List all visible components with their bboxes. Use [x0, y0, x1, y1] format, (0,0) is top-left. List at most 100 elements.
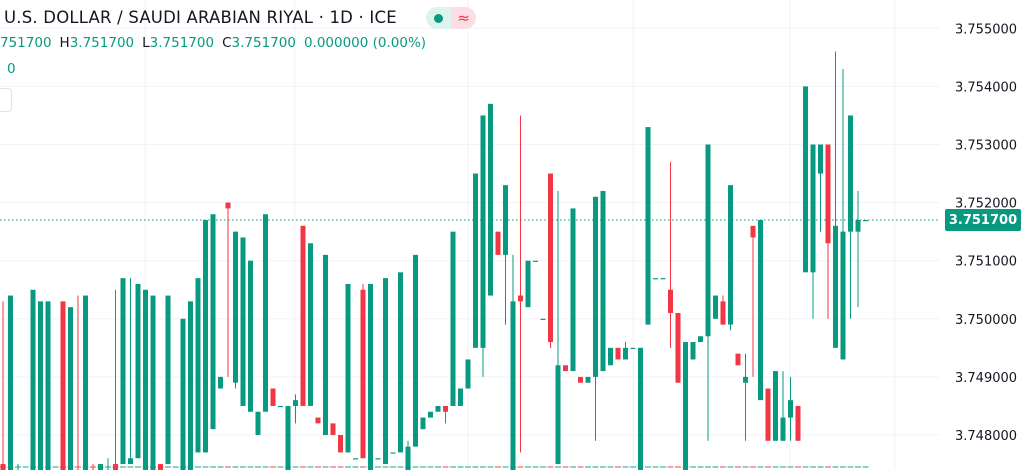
grid — [0, 0, 940, 470]
volume-bar — [367, 466, 374, 468]
volume-bar — [375, 466, 381, 468]
volume-bar — [37, 466, 44, 468]
candle-body — [600, 190, 606, 372]
candle-body — [263, 214, 268, 412]
candle — [645, 127, 651, 325]
approx-icon[interactable]: ≈ — [451, 7, 476, 29]
candle — [105, 458, 111, 470]
candle — [540, 318, 546, 320]
candle — [368, 283, 373, 470]
volume-bar — [697, 466, 704, 468]
volume-bar — [187, 466, 194, 468]
volume-bar — [622, 466, 629, 468]
volume-bar — [262, 466, 269, 468]
volume-bar — [660, 466, 666, 468]
candle-body — [690, 342, 696, 360]
candle-body — [645, 127, 651, 325]
candle — [615, 347, 621, 360]
candle-body — [405, 446, 411, 470]
candle — [780, 371, 786, 441]
candle — [413, 254, 418, 447]
candle — [668, 161, 673, 348]
candle-body — [98, 464, 103, 470]
candle-body — [150, 295, 156, 470]
candle-body — [660, 278, 666, 280]
candle — [675, 312, 681, 383]
volume-bar — [67, 466, 74, 468]
volume-bar — [277, 466, 284, 468]
candle-body — [705, 144, 711, 337]
candle-body — [630, 347, 636, 350]
candle — [473, 173, 478, 348]
volume-bar — [442, 466, 449, 468]
legend-toggle-button[interactable] — [0, 88, 12, 112]
candle — [405, 440, 411, 470]
symbol-title[interactable]: U.S. DOLLAR / SAUDI ARABIAN RIYAL · 1D ·… — [4, 8, 397, 27]
candle — [600, 190, 606, 372]
candle — [83, 295, 88, 470]
candle-body — [45, 301, 51, 470]
volume-bar — [675, 466, 681, 468]
market-open-dot-icon[interactable] — [426, 7, 451, 29]
last-price-label: 3.751700 — [945, 209, 1021, 231]
candle-body — [518, 295, 523, 302]
candle-body — [750, 225, 756, 238]
market-status-pill[interactable]: ≈ — [426, 7, 476, 29]
candle-body — [203, 220, 208, 453]
candle-body — [848, 115, 853, 232]
volume-bar — [360, 466, 366, 468]
candle — [165, 295, 171, 465]
candle — [563, 365, 568, 372]
volume-bar — [645, 466, 651, 468]
candle-body — [428, 411, 433, 418]
candle-body — [83, 295, 88, 470]
candle — [698, 336, 703, 343]
candle-body — [30, 289, 36, 470]
change-value: 0.000000 (0.00%) — [303, 35, 427, 51]
volume-bar — [735, 466, 741, 468]
candle-body — [503, 185, 508, 255]
volume-bar — [105, 466, 111, 468]
volume-bar — [22, 466, 29, 468]
candle — [210, 214, 216, 430]
candle — [818, 144, 823, 232]
volume-bar — [585, 466, 591, 468]
volume-bar — [390, 466, 396, 468]
candle — [578, 376, 583, 383]
candle — [503, 185, 508, 325]
volume-bar — [547, 466, 554, 468]
candle — [135, 283, 141, 459]
candle-body — [420, 417, 426, 430]
volume-bar — [742, 466, 749, 468]
candle — [570, 208, 576, 372]
candle-body — [443, 405, 448, 412]
candle-body — [120, 278, 126, 465]
candle — [653, 278, 658, 280]
candle-body — [413, 254, 418, 447]
candle — [420, 417, 426, 430]
candle-body — [735, 353, 741, 366]
candle — [360, 283, 366, 459]
candle — [518, 115, 523, 453]
candle — [458, 388, 463, 406]
candle — [195, 278, 201, 453]
candles — [0, 51, 869, 470]
price-axis[interactable]: 3.755000 3.754000 3.753000 3.752000 3.751000… — [955, 22, 1017, 444]
volume-bar — [630, 466, 636, 468]
y-tick-label: 3.750000 — [955, 313, 1017, 328]
candle — [465, 359, 471, 389]
candle — [203, 220, 208, 453]
candle — [330, 423, 336, 435]
candle — [120, 278, 126, 465]
candle — [255, 411, 261, 435]
candle-body — [563, 365, 568, 372]
candle — [308, 243, 313, 406]
y-tick-label: 3.753000 — [955, 139, 1017, 154]
volume-bar — [412, 466, 419, 468]
volume-bar — [487, 466, 494, 468]
candle — [338, 435, 343, 453]
candle — [773, 371, 778, 441]
volume-bar — [90, 466, 96, 468]
candle-body — [143, 289, 148, 470]
